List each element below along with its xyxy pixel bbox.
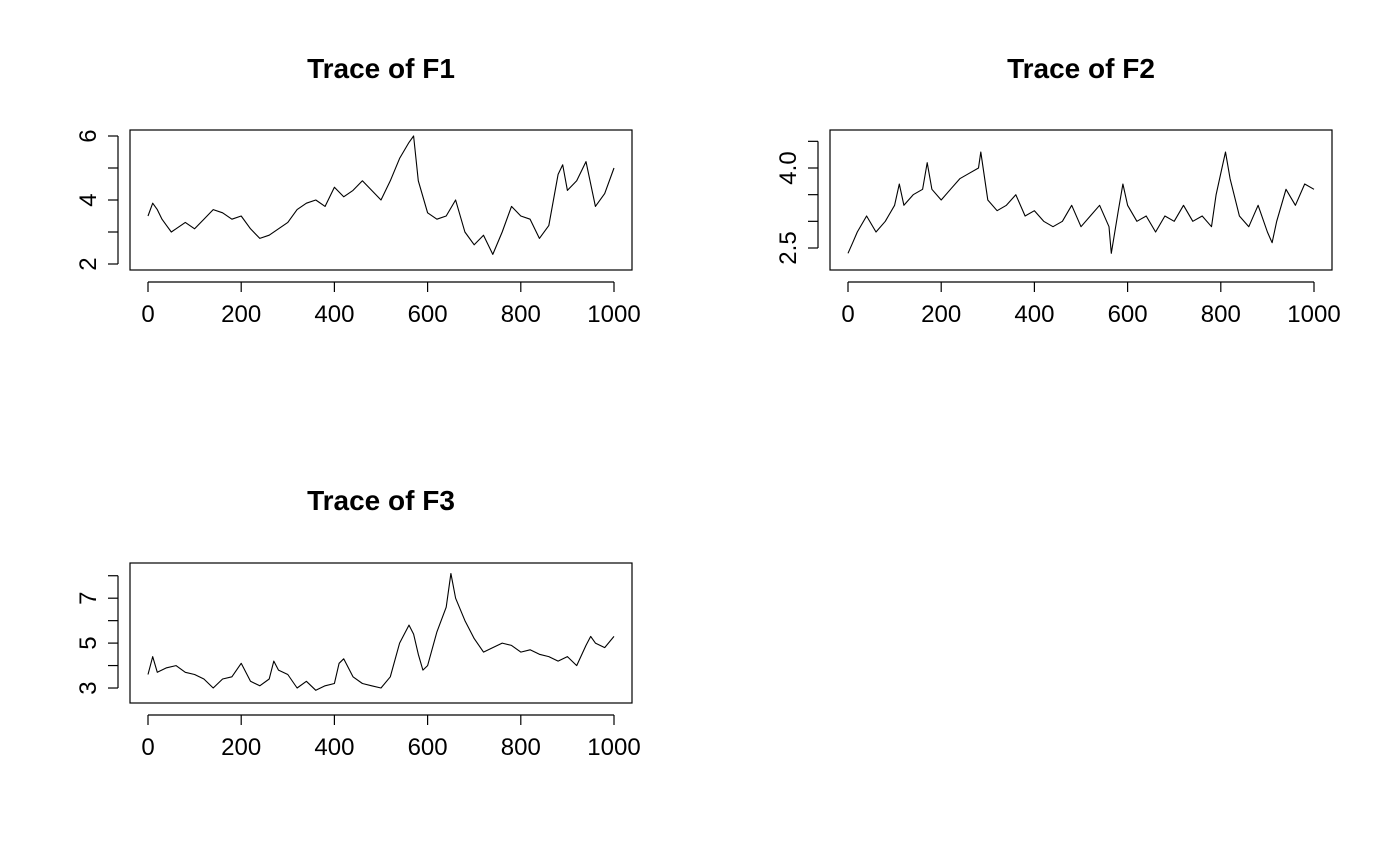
y-tick-label: 4: [75, 193, 102, 206]
y-tick-label: 3: [75, 681, 102, 694]
y-tick-label: 5: [75, 636, 102, 649]
x-tick-label: 200: [921, 301, 961, 328]
x-tick-label: 400: [314, 734, 354, 761]
x-tick-label: 800: [501, 734, 541, 761]
plot-frame: [129, 562, 633, 704]
panel-trace-f2: Trace of F2 0 200 400 600 800 1000 2.5 4.0: [775, 53, 1341, 328]
x-tick-label: 400: [1014, 301, 1054, 328]
x-tick-label: 0: [141, 301, 154, 328]
panel-trace-f1: Trace of F1 0 200 400 600 800 1000 2 4 6: [75, 53, 641, 328]
y-tick-label: 2.5: [775, 231, 802, 264]
plot-frame: [829, 129, 1333, 271]
y-tick-label: 6: [75, 129, 102, 142]
x-tick-label: 600: [408, 734, 448, 761]
y-tick-label: 2: [75, 257, 102, 270]
panel-title: Trace of F3: [307, 485, 455, 516]
y-tick-label: 7: [75, 592, 102, 605]
x-tick-label: 600: [1108, 301, 1148, 328]
x-tick-label: 200: [221, 734, 261, 761]
x-tick-label: 1000: [587, 734, 640, 761]
x-tick-label: 600: [408, 301, 448, 328]
x-tick-label: 1000: [1287, 301, 1340, 328]
x-tick-label: 200: [221, 301, 261, 328]
x-tick-label: 0: [141, 734, 154, 761]
panel-title: Trace of F2: [1007, 53, 1155, 84]
panel-trace-f3: Trace of F3 0 200 400 600 800 1000 3 5 7: [75, 485, 641, 761]
x-tick-label: 400: [314, 301, 354, 328]
x-tick-label: 800: [501, 301, 541, 328]
x-tick-label: 0: [841, 301, 854, 328]
panel-title: Trace of F1: [307, 53, 455, 84]
trace-line: [147, 135, 615, 255]
trace-line: [147, 572, 615, 691]
plot-frame: [129, 129, 633, 271]
trace-line: [847, 151, 1315, 254]
x-tick-label: 800: [1201, 301, 1241, 328]
x-tick-label: 1000: [587, 301, 640, 328]
y-tick-label: 4.0: [775, 151, 802, 184]
